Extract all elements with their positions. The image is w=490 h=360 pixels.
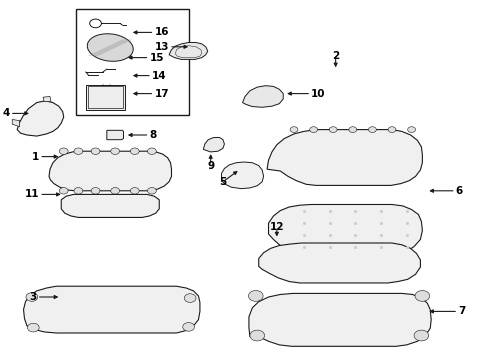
Polygon shape [86, 85, 125, 110]
Polygon shape [169, 42, 208, 59]
Text: 4: 4 [2, 108, 10, 118]
Polygon shape [203, 138, 224, 152]
Polygon shape [259, 243, 420, 283]
Circle shape [414, 330, 429, 341]
Circle shape [130, 148, 139, 154]
Polygon shape [69, 197, 153, 214]
Circle shape [74, 188, 83, 194]
Circle shape [408, 127, 416, 132]
Polygon shape [275, 207, 416, 249]
Polygon shape [27, 113, 55, 133]
Circle shape [91, 148, 100, 154]
Polygon shape [42, 292, 186, 328]
Text: 9: 9 [207, 161, 214, 171]
Circle shape [184, 294, 196, 302]
Text: 12: 12 [270, 222, 284, 232]
Circle shape [329, 127, 337, 132]
Polygon shape [267, 130, 422, 185]
Circle shape [111, 188, 120, 194]
Polygon shape [249, 91, 274, 105]
Text: 3: 3 [29, 292, 37, 302]
Polygon shape [24, 286, 200, 333]
Circle shape [91, 188, 100, 194]
Text: 5: 5 [220, 177, 226, 187]
Circle shape [111, 148, 120, 154]
Polygon shape [12, 120, 20, 127]
Polygon shape [17, 101, 64, 136]
Text: 13: 13 [154, 42, 169, 52]
Circle shape [388, 127, 396, 132]
Circle shape [415, 291, 430, 301]
Circle shape [368, 127, 376, 132]
Circle shape [26, 293, 38, 301]
Polygon shape [226, 166, 259, 186]
Polygon shape [61, 194, 159, 217]
Circle shape [248, 291, 263, 301]
Circle shape [250, 330, 265, 341]
Bar [88, 86, 122, 108]
Polygon shape [107, 130, 123, 140]
Polygon shape [221, 162, 264, 189]
Ellipse shape [87, 34, 133, 61]
Circle shape [310, 127, 318, 132]
Circle shape [349, 127, 357, 132]
Text: 14: 14 [152, 71, 167, 81]
Bar [76, 9, 189, 115]
Text: 2: 2 [332, 51, 339, 61]
Text: 10: 10 [311, 89, 326, 99]
Text: 8: 8 [149, 130, 157, 140]
Circle shape [74, 148, 83, 154]
Circle shape [130, 188, 139, 194]
Text: 15: 15 [149, 53, 164, 63]
Circle shape [59, 188, 68, 194]
Text: 1: 1 [32, 152, 39, 162]
Text: 16: 16 [154, 27, 169, 37]
Circle shape [90, 19, 101, 28]
Polygon shape [49, 151, 172, 191]
Polygon shape [269, 204, 422, 256]
Circle shape [27, 323, 39, 332]
Circle shape [183, 323, 195, 331]
Polygon shape [257, 297, 422, 340]
Circle shape [290, 127, 298, 132]
Polygon shape [249, 293, 431, 346]
Text: 7: 7 [458, 306, 466, 316]
Circle shape [59, 148, 68, 154]
Polygon shape [275, 133, 416, 184]
Text: 17: 17 [154, 89, 169, 99]
Text: 6: 6 [456, 186, 463, 196]
Circle shape [147, 148, 156, 154]
Polygon shape [43, 96, 51, 102]
Circle shape [147, 188, 156, 194]
Text: 11: 11 [24, 189, 39, 199]
Polygon shape [266, 246, 413, 279]
Polygon shape [58, 158, 163, 185]
Polygon shape [243, 86, 283, 107]
